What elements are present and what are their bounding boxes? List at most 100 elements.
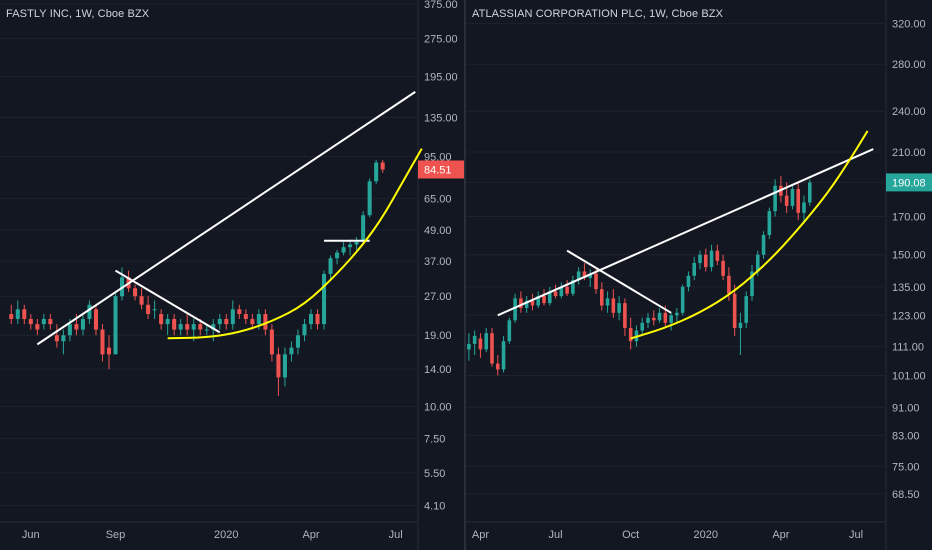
candle-body xyxy=(374,162,379,182)
y-tick-label: 111.00 xyxy=(892,342,924,354)
candle-body xyxy=(133,288,138,297)
atlassian-chart[interactable]: 320.00 280.00 240.00 210.00 170.00 150.00 135.… xyxy=(466,0,932,550)
candle-body xyxy=(559,286,564,297)
candle-body xyxy=(767,211,772,236)
candle-body xyxy=(282,354,287,378)
candle-body xyxy=(755,254,760,272)
last-price-badge xyxy=(418,160,464,179)
x-tick-label: Apr xyxy=(472,529,489,541)
pane-divider[interactable] xyxy=(464,0,466,550)
candle-body xyxy=(269,329,274,355)
y-tick-label: 37.00 xyxy=(424,256,452,268)
y-tick-label: 14.00 xyxy=(424,364,452,376)
candle-body xyxy=(542,296,546,304)
y-tick-label: 280.00 xyxy=(892,59,926,71)
candle-body xyxy=(651,317,656,321)
x-tick-label: Jun xyxy=(22,529,40,541)
x-tick-label: 2020 xyxy=(694,529,718,541)
candle-body xyxy=(113,296,118,355)
cup-curve xyxy=(167,148,423,340)
candle-body xyxy=(553,291,558,297)
y-tick-label: 123.00 xyxy=(892,310,926,322)
candle-body xyxy=(594,273,598,290)
candle-body xyxy=(172,318,177,330)
candle-body xyxy=(640,322,645,331)
y-tick-label: 83.00 xyxy=(892,430,920,442)
candle-body xyxy=(276,354,281,378)
candle-body xyxy=(335,252,340,259)
candle-body xyxy=(41,318,46,325)
candle-body xyxy=(152,309,157,311)
candle-body xyxy=(315,314,320,325)
y-tick-label: 7.50 xyxy=(424,433,445,445)
upper-channel-line xyxy=(36,91,416,346)
candle-body xyxy=(588,273,593,278)
candle-body xyxy=(139,296,144,305)
candle-body xyxy=(472,335,477,344)
candle-body xyxy=(80,318,85,330)
y-tick-label: 65.00 xyxy=(424,194,452,206)
candle-body xyxy=(490,333,494,364)
candle-body xyxy=(692,262,697,276)
y-tick-label: 150.00 xyxy=(892,250,926,262)
candle-body xyxy=(380,162,385,170)
y-tick-label: 320.00 xyxy=(892,18,926,30)
candle-body xyxy=(211,324,216,330)
last-price-badge xyxy=(886,173,932,192)
candle-body xyxy=(744,296,749,323)
candle-body xyxy=(680,286,685,313)
candle-body xyxy=(484,333,489,350)
y-tick-label: 68.50 xyxy=(892,489,920,501)
candle-body xyxy=(361,215,366,242)
candle-body xyxy=(657,312,662,321)
candle-body xyxy=(204,329,209,331)
candle-body xyxy=(519,298,523,308)
candle-body xyxy=(467,343,471,350)
y-tick-label: 275.00 xyxy=(424,33,458,45)
candle-body xyxy=(354,241,359,245)
candle-body xyxy=(565,286,569,294)
candle-body xyxy=(224,318,229,325)
candle-body xyxy=(22,309,27,319)
candle-body xyxy=(599,289,604,306)
fastly-chart-pane[interactable]: 375.00 275.00 195.00 135.00 95.00 65.00 49.00 3… xyxy=(0,0,464,550)
candle-body xyxy=(571,280,575,294)
y-tick-label: 27.00 xyxy=(424,291,452,303)
candle-body xyxy=(495,363,500,370)
candle-body xyxy=(308,314,314,325)
candle-body xyxy=(582,271,587,278)
candle-body xyxy=(61,335,66,342)
candle-body xyxy=(93,309,98,330)
candle-body xyxy=(686,275,691,287)
last-price-label: 190.08 xyxy=(892,177,926,189)
candle-body xyxy=(617,303,621,313)
candle-body xyxy=(709,250,714,268)
candle-body xyxy=(802,202,806,213)
candle-body xyxy=(328,258,333,274)
candle-body xyxy=(106,347,112,355)
atlassian-chart-pane[interactable]: 320.00 280.00 240.00 210.00 170.00 150.00 135.… xyxy=(466,0,932,550)
candle-body xyxy=(669,315,673,323)
candle-body xyxy=(773,185,777,212)
candle-body xyxy=(100,329,105,355)
y-tick-label: 10.00 xyxy=(424,402,452,414)
neckline-down xyxy=(115,269,221,334)
x-tick-label: Jul xyxy=(549,529,563,541)
fastly-chart[interactable]: 375.00275.00195.00135.0095.0065.0049.003… xyxy=(0,0,464,550)
y-tick-label: 5.50 xyxy=(424,468,445,480)
candle-body xyxy=(576,271,581,281)
candle-body xyxy=(28,318,33,325)
candle-body xyxy=(628,327,633,342)
fastly-chart-title: FASTLY INC, 1W, Cboe BZX xyxy=(6,8,150,20)
y-tick-label: 75.00 xyxy=(892,461,920,473)
y-tick-label: 195.00 xyxy=(424,72,458,84)
candle-body xyxy=(237,309,242,315)
x-tick-label: Oct xyxy=(622,529,639,541)
neckline-down xyxy=(566,249,672,314)
candle-body xyxy=(623,303,627,328)
candle-body xyxy=(513,298,517,321)
candle-body xyxy=(341,247,346,253)
candle-body xyxy=(67,324,72,336)
candle-body xyxy=(367,181,372,216)
last-price-label: 84.51 xyxy=(424,164,452,176)
